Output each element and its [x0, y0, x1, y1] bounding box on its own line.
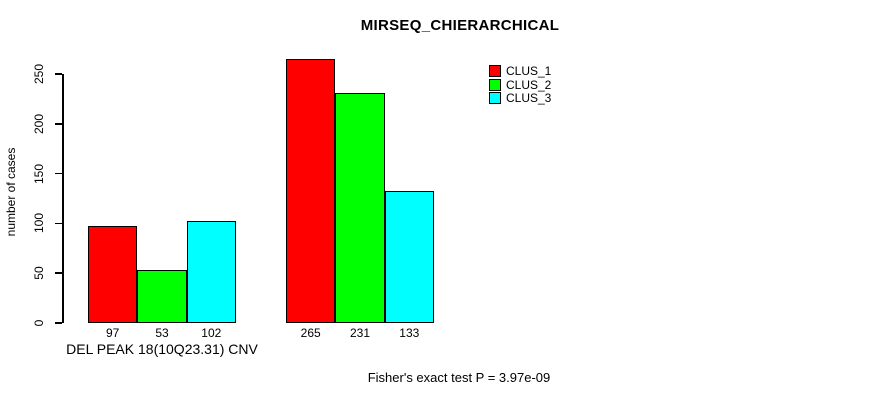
bar-value-label: 231 [349, 326, 370, 340]
y-axis-line [62, 74, 64, 323]
y-axis-tick-label: 0 [32, 319, 46, 327]
y-axis-tick-label: 250 [32, 63, 46, 85]
bar-value-label: 97 [105, 326, 120, 340]
legend-swatch-clus-1-icon [489, 64, 501, 77]
legend-item-clus-3: CLUS_3 [489, 91, 551, 105]
y-axis-tick-label: 200 [32, 113, 46, 134]
legend-swatch-clus-2-icon [489, 78, 501, 91]
bar-clus_3-group-1 [186, 221, 236, 323]
bar-clus_1-group-1 [88, 226, 138, 323]
legend: CLUS_1 CLUS_2 CLUS_3 [489, 64, 551, 105]
stat-annotation: Fisher's exact test P = 3.97e-09 [367, 370, 551, 385]
bar-clus_2-group-1 [137, 270, 187, 323]
legend-item-clus-1: CLUS_1 [489, 64, 551, 78]
legend-swatch-clus-3-icon [489, 92, 501, 105]
y-axis-tick-label: 100 [32, 213, 46, 234]
y-axis-tick [55, 322, 62, 324]
y-axis-tick [55, 272, 62, 274]
legend-label-clus-3: CLUS_3 [506, 91, 552, 106]
bar-value-label: 265 [300, 326, 321, 340]
y-axis-title: number of cases [4, 147, 18, 237]
bar-value-label: 53 [155, 326, 169, 340]
legend-label-clus-1: CLUS_1 [506, 63, 552, 78]
y-axis-tick-label: 50 [32, 266, 46, 280]
legend-item-clus-2: CLUS_2 [489, 78, 551, 92]
x-axis-group-label: DEL PEAK 18(10Q23.31) CNV [66, 341, 258, 357]
legend-label-clus-2: CLUS_2 [506, 77, 552, 92]
bar-clus_1-group-2 [286, 59, 336, 323]
bar-value-label: 133 [399, 326, 420, 340]
bar-clus_2-group-2 [335, 92, 385, 323]
y-axis-tick [55, 73, 62, 75]
bar-value-label: 102 [201, 326, 222, 340]
y-axis-tick-label: 150 [32, 163, 46, 184]
y-axis-tick [55, 172, 62, 175]
y-axis-tick [55, 222, 62, 225]
chart-title: MIRSEQ_CHIERARCHICAL [360, 17, 560, 34]
y-axis-tick [55, 123, 62, 125]
bar-clus_3-group-2 [384, 190, 434, 323]
